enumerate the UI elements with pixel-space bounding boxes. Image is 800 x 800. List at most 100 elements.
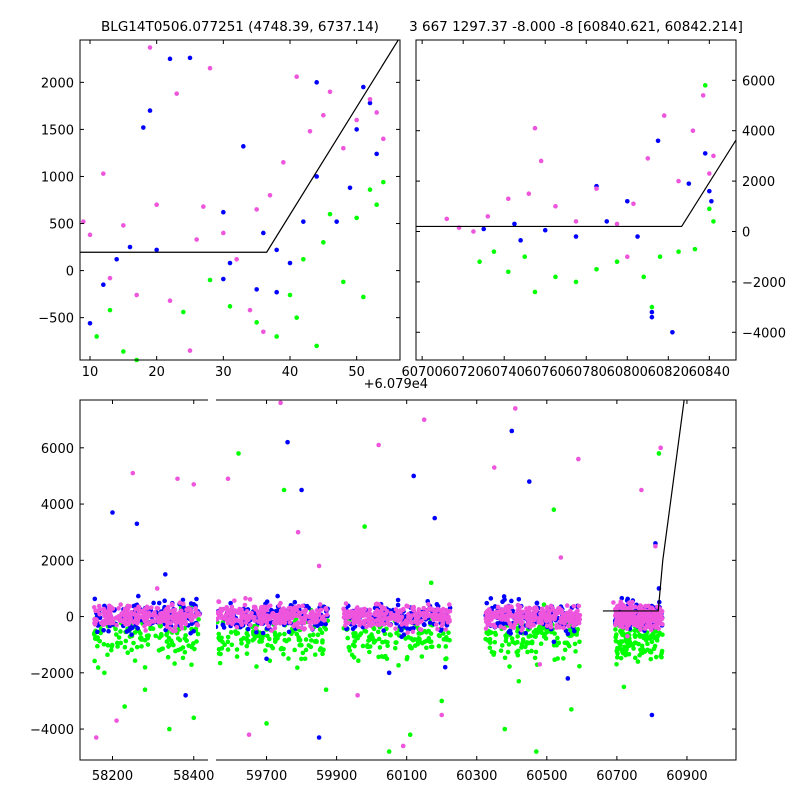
top-right-blue-point bbox=[624, 198, 630, 204]
bottom-green-point bbox=[189, 662, 194, 668]
bottom-green-point bbox=[191, 715, 197, 721]
top-left-magenta-point bbox=[327, 89, 333, 95]
bottom-green-point bbox=[525, 649, 530, 655]
bottom-green-point bbox=[632, 634, 638, 640]
bottom-green-point bbox=[648, 656, 654, 662]
bottom-magenta-point bbox=[179, 625, 185, 631]
bottom-blue-point bbox=[399, 634, 404, 640]
bottom-magenta-point bbox=[252, 614, 257, 620]
top-right-blue-point bbox=[707, 188, 712, 194]
bottom-magenta-point bbox=[648, 605, 653, 611]
bottom-magenta-point bbox=[304, 613, 309, 619]
top-right-green-point bbox=[649, 304, 655, 310]
bottom-magenta-point bbox=[319, 616, 325, 622]
bottom-magenta-point bbox=[630, 620, 635, 626]
bottom-green-point bbox=[310, 632, 316, 638]
bottom-blue-point bbox=[323, 621, 328, 627]
bottom-magenta-point bbox=[262, 608, 267, 614]
top-left-points bbox=[81, 45, 386, 363]
bottom-magenta-point bbox=[258, 614, 264, 619]
bottom-green-point bbox=[350, 642, 356, 648]
bottom-magenta-point bbox=[195, 610, 200, 615]
top-right-magenta-point bbox=[676, 178, 681, 184]
bottom-magenta-point bbox=[658, 621, 663, 627]
top-right-green-point bbox=[573, 279, 579, 285]
bottom-magenta-point bbox=[232, 598, 237, 603]
bottom-magenta-point bbox=[575, 608, 580, 614]
bottom-green-point bbox=[274, 635, 279, 641]
bottom-magenta-point bbox=[318, 607, 324, 613]
bottom-magenta-point bbox=[418, 627, 424, 633]
bottom-magenta-point bbox=[658, 445, 663, 451]
top-left-x-offset: +6.079e4 bbox=[364, 377, 428, 392]
bottom-blue-point bbox=[254, 629, 259, 635]
bottom-green-point bbox=[416, 631, 422, 636]
bottom-xtick-label: 60300 bbox=[456, 769, 497, 784]
bottom-blue-point bbox=[106, 628, 111, 634]
top-left-magenta-point bbox=[354, 117, 359, 123]
bottom-magenta-point bbox=[624, 620, 630, 625]
bottom-magenta-point bbox=[426, 601, 431, 607]
bottom-magenta-point bbox=[380, 612, 386, 617]
bottom-blue-point bbox=[194, 596, 199, 602]
top-right-magenta-point bbox=[624, 254, 630, 259]
bottom-magenta-point bbox=[405, 630, 410, 635]
bottom-xtick-label: 60500 bbox=[526, 769, 567, 784]
bottom-magenta-point bbox=[108, 609, 113, 614]
bottom-green-point bbox=[160, 646, 166, 651]
top-left-magenta-point bbox=[281, 160, 286, 165]
bottom-magenta-point bbox=[507, 609, 513, 615]
bottom-green-point bbox=[535, 630, 540, 636]
bottom-blue-point bbox=[299, 487, 304, 493]
bottom-magenta-point bbox=[440, 606, 446, 612]
bottom-magenta-point bbox=[543, 618, 548, 623]
bottom-magenta-point bbox=[229, 604, 235, 610]
bottom-magenta-point bbox=[422, 615, 428, 621]
bottom-green-point bbox=[101, 641, 107, 647]
bottom-green-point bbox=[367, 649, 372, 655]
top-right-blue-point bbox=[709, 198, 714, 204]
bottom-magenta-point bbox=[628, 606, 633, 611]
bottom-green-point bbox=[503, 638, 509, 644]
bottom-magenta-point bbox=[356, 614, 361, 620]
bottom-blue-point bbox=[442, 664, 448, 670]
bottom-magenta-point bbox=[539, 609, 545, 615]
bottom-magenta-point bbox=[558, 555, 564, 560]
bottom-magenta-point bbox=[143, 610, 149, 616]
top-right-blue-point bbox=[604, 219, 610, 224]
top-left-blue-point bbox=[361, 84, 366, 90]
bottom-green-point bbox=[300, 650, 306, 656]
top-left-magenta-point bbox=[267, 192, 273, 198]
bottom-green-point bbox=[122, 644, 128, 650]
bottom-magenta-point bbox=[128, 609, 134, 615]
bottom-green-point bbox=[393, 640, 399, 645]
bottom-magenta-point bbox=[627, 612, 632, 618]
bottom-magenta-point bbox=[416, 607, 422, 612]
bottom-green-point bbox=[229, 642, 235, 648]
bottom-magenta-point bbox=[487, 609, 493, 614]
bottom-magenta-point bbox=[292, 608, 297, 613]
bottom-ytick-label: 4000 bbox=[41, 498, 74, 513]
bottom-magenta-point bbox=[366, 616, 372, 621]
top-left-green-point bbox=[314, 343, 319, 349]
bottom-magenta-point bbox=[295, 624, 301, 630]
top-right-blue-point bbox=[686, 181, 692, 186]
bottom-green-point bbox=[572, 641, 578, 647]
top-left-blue-point bbox=[314, 80, 319, 85]
bottom-green-point bbox=[171, 642, 176, 648]
top-right-magenta-point bbox=[707, 171, 712, 176]
bottom-magenta-point bbox=[525, 623, 530, 628]
bottom-green-point bbox=[312, 652, 318, 657]
bottom-magenta-point bbox=[644, 623, 650, 628]
top-left-blue-point bbox=[374, 151, 379, 157]
bottom-green-point bbox=[264, 721, 269, 726]
bottom-green-point bbox=[315, 632, 321, 638]
bottom-magenta-point bbox=[259, 621, 264, 627]
top-left-xtick-label: 10 bbox=[82, 365, 99, 380]
bottom-green-point bbox=[487, 645, 493, 651]
top-left-green-point bbox=[274, 334, 279, 339]
bottom-magenta-point bbox=[556, 606, 561, 611]
bottom-blue-point bbox=[551, 639, 557, 645]
bottom-green-point bbox=[515, 648, 521, 654]
bottom-magenta-point bbox=[165, 621, 170, 626]
